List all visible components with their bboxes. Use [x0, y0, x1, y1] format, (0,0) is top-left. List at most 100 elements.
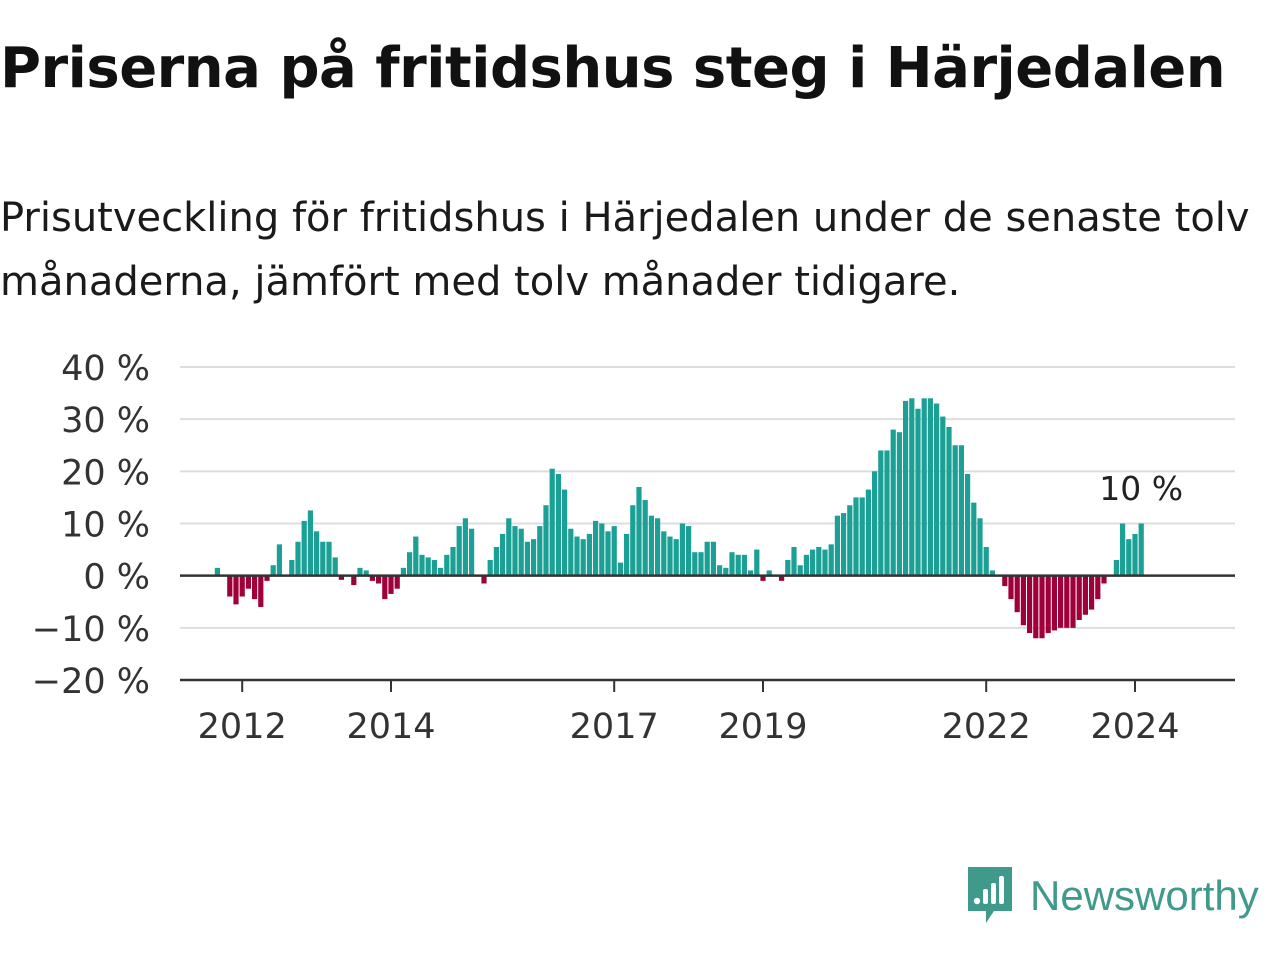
bar	[1014, 575, 1020, 613]
bar	[630, 505, 636, 576]
bar	[760, 575, 766, 581]
bar	[531, 539, 537, 576]
bar	[574, 536, 580, 576]
bar	[803, 554, 809, 576]
bar	[487, 560, 493, 576]
bar	[934, 403, 940, 576]
bar	[735, 554, 741, 576]
bar	[729, 552, 735, 576]
bar	[785, 560, 791, 576]
bar	[853, 497, 859, 576]
bar	[915, 408, 921, 576]
bar	[562, 489, 568, 576]
annotations: 10 %	[1096, 466, 1186, 511]
bar	[1082, 575, 1088, 615]
bar	[686, 526, 692, 576]
bar	[1058, 575, 1064, 628]
bar	[555, 473, 561, 576]
bar	[1113, 560, 1119, 576]
bar	[1002, 575, 1008, 587]
bar	[822, 549, 828, 576]
bar	[741, 554, 747, 576]
bar	[407, 552, 413, 576]
bar	[1089, 575, 1095, 610]
bar	[834, 515, 840, 576]
x-tick-label: 2012	[198, 707, 287, 747]
bar	[314, 531, 320, 576]
bar	[481, 575, 487, 584]
bar	[351, 575, 357, 586]
bar	[624, 533, 630, 576]
bar	[518, 528, 524, 576]
bar	[667, 536, 673, 576]
bar	[376, 575, 382, 584]
bar	[989, 570, 995, 576]
bar	[673, 539, 679, 576]
bar	[952, 445, 958, 576]
bar	[295, 541, 301, 576]
bar	[754, 549, 760, 576]
bar	[841, 513, 847, 576]
bar	[896, 432, 902, 576]
bar	[1101, 575, 1107, 584]
bar	[425, 557, 431, 576]
bar	[958, 445, 964, 576]
bar	[462, 518, 468, 576]
bar	[810, 549, 816, 576]
bar	[500, 533, 506, 576]
bar	[723, 567, 729, 576]
bar	[1070, 575, 1076, 628]
bar	[493, 546, 499, 576]
bar	[388, 575, 394, 594]
bar	[1008, 575, 1014, 600]
bars	[214, 398, 1144, 639]
bar	[301, 520, 307, 576]
bar	[1076, 575, 1082, 621]
bar	[512, 526, 518, 576]
y-tick-label: 20 %	[61, 453, 150, 493]
bar	[252, 575, 258, 600]
bar	[394, 575, 400, 589]
bar	[276, 544, 282, 576]
x-tick-label: 2017	[570, 707, 659, 747]
bar	[332, 557, 338, 576]
bar	[605, 531, 611, 576]
bar	[1033, 575, 1039, 639]
bar	[661, 531, 667, 576]
bar	[828, 544, 834, 576]
bar	[320, 541, 326, 576]
bar	[431, 560, 437, 576]
bar	[692, 552, 698, 576]
last-value-label: 10 %	[1099, 469, 1183, 508]
y-tick-label: −10 %	[32, 610, 150, 650]
bar	[419, 554, 425, 576]
bar	[884, 450, 890, 576]
bar	[357, 567, 363, 576]
axes	[180, 574, 1235, 682]
bar	[1039, 575, 1045, 639]
bar	[1120, 523, 1126, 576]
bar	[983, 546, 989, 576]
bar	[400, 567, 406, 576]
bar	[766, 570, 772, 576]
bar	[1045, 575, 1051, 634]
x-tick-label: 2024	[1090, 707, 1179, 747]
bar	[977, 518, 983, 576]
bar	[779, 575, 785, 581]
bar	[1132, 533, 1138, 576]
bar	[1095, 575, 1101, 600]
bar	[679, 523, 685, 576]
bar	[710, 541, 716, 576]
bar	[369, 575, 375, 581]
bar	[307, 510, 313, 576]
bar	[413, 536, 419, 576]
bar	[270, 565, 276, 576]
bar	[940, 416, 946, 576]
bar	[593, 520, 599, 576]
bar	[537, 526, 543, 576]
bar	[642, 500, 648, 576]
bar	[363, 570, 369, 576]
bar	[506, 518, 512, 576]
bar	[921, 398, 927, 576]
bar	[444, 554, 450, 576]
